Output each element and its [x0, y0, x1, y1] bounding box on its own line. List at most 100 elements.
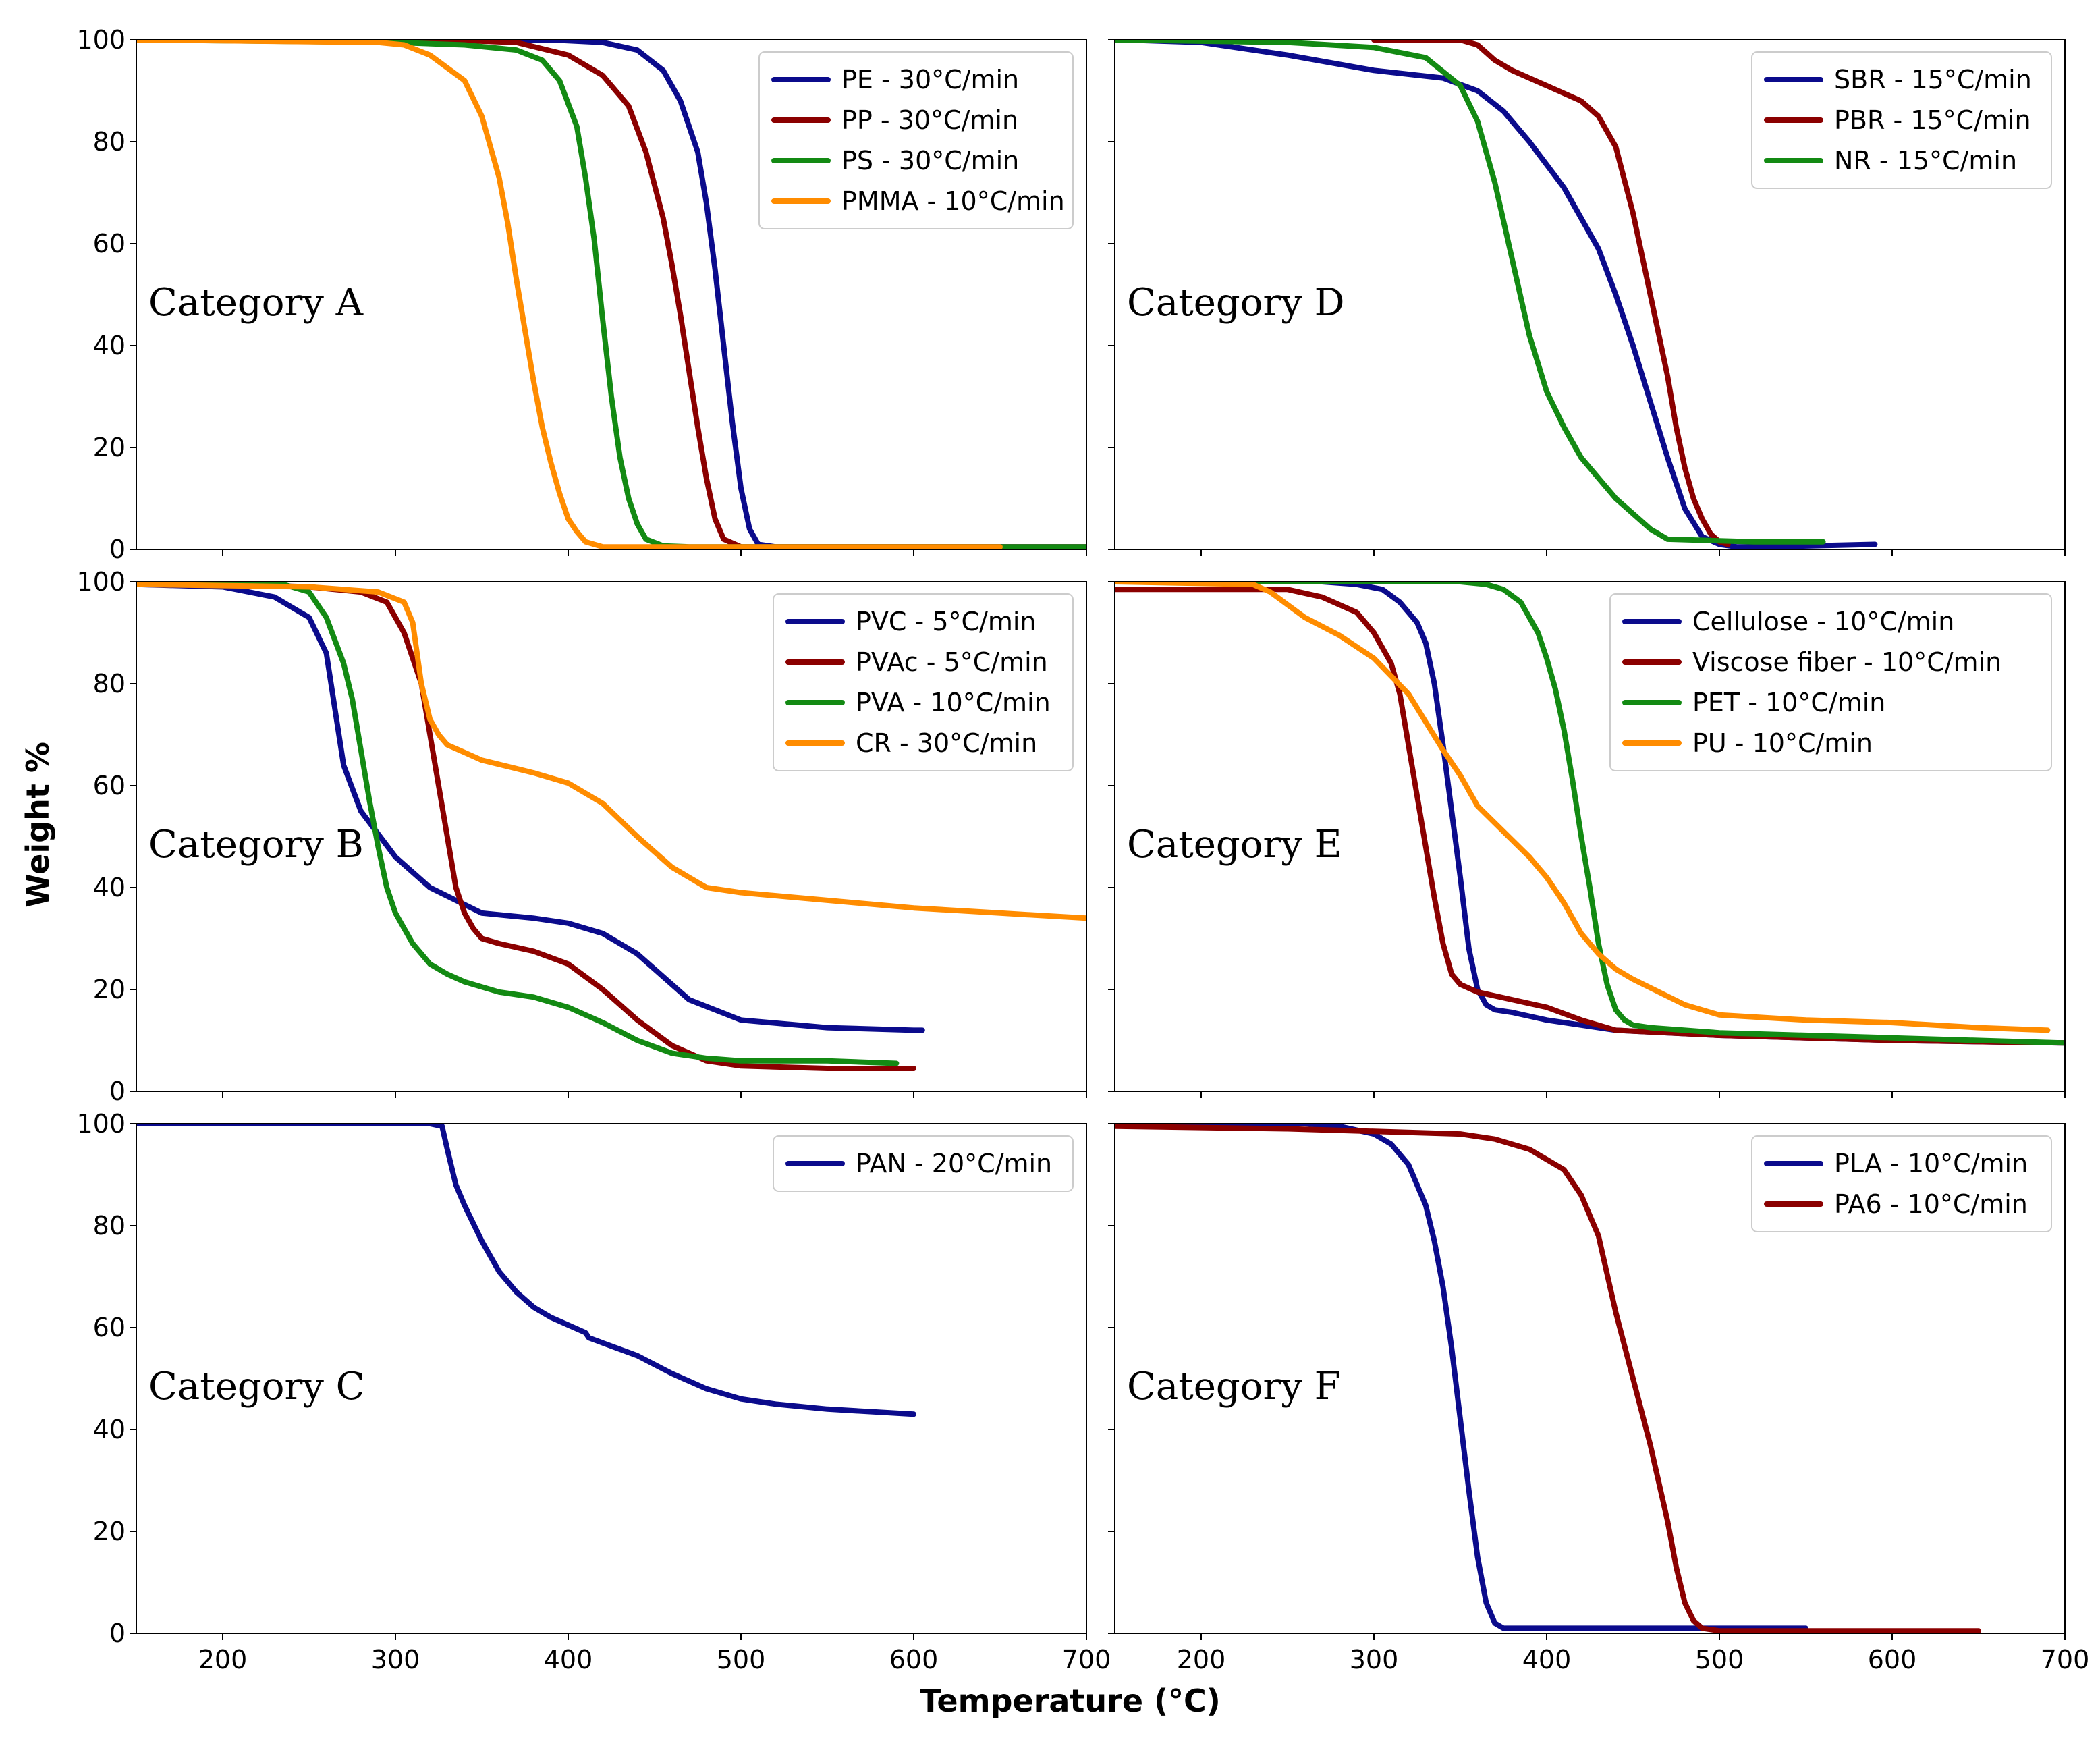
- series-group: [136, 582, 1086, 1071]
- y-tick-label: 60: [93, 1313, 126, 1342]
- x-tick-label: 200: [1177, 1645, 1226, 1675]
- x-tick-label: 700: [1062, 1645, 1111, 1675]
- legend-entry-pe: PE - 30°C/min: [841, 65, 1019, 94]
- y-tick-label: 60: [93, 229, 126, 258]
- series-group: [1115, 582, 2065, 1046]
- x-axis-label: Temperature (°C): [920, 1683, 1221, 1719]
- y-tick-label: 0: [109, 1618, 126, 1648]
- x-tick-label: 300: [1350, 1645, 1399, 1675]
- plot-frame: [1114, 1123, 2066, 1634]
- plot-frame: [136, 1123, 1087, 1634]
- series-line-pbr: [1371, 40, 1731, 547]
- series-group: [1115, 40, 1878, 549]
- category-label: Category C: [148, 1365, 365, 1409]
- plot-frame: [1114, 39, 2066, 550]
- x-tick-label: 400: [1522, 1645, 1572, 1675]
- legend-entry-nr: NR - 15°C/min: [1834, 146, 2017, 175]
- legend-entry-pmma: PMMA - 10°C/min: [841, 186, 1065, 216]
- panels-layer: 0 20 40 60 80 100 Category A PE - 30°C/min PP - …: [76, 25, 2089, 1675]
- x-tick-label: 300: [371, 1645, 420, 1675]
- plot-frame: [136, 581, 1087, 1092]
- y-tick-label: 60: [93, 771, 126, 800]
- panel-category-f: 200 300 400 500 600 700 Category F PLA - 10°C/m…: [1108, 1123, 2090, 1675]
- legend: PLA - 10°C/min PA6 - 10°C/min: [1751, 1135, 2052, 1232]
- series-group: [136, 1124, 916, 1417]
- category-label: Category D: [1127, 281, 1345, 325]
- series-line-pmma: [136, 40, 1003, 549]
- y-tick-label: 20: [93, 433, 126, 462]
- category-label: Category E: [1127, 823, 1342, 867]
- series-line-pva: [136, 582, 900, 1066]
- y-tick-label: 40: [93, 1415, 126, 1444]
- series-line-pp: [136, 40, 1086, 549]
- legend-entry-pvc: PVC - 5°C/min: [856, 607, 1036, 636]
- plot-frame: [136, 39, 1087, 550]
- y-tick-label: 100: [76, 567, 126, 597]
- y-tick-label: 20: [93, 975, 126, 1004]
- series-line-cr: [136, 582, 1086, 921]
- y-tick-label: 0: [109, 1077, 126, 1106]
- legend-entry-pva: PVA - 10°C/min: [856, 688, 1051, 717]
- legend-entry-sbr: SBR - 15°C/min: [1834, 65, 2032, 94]
- panel-category-a: 0 20 40 60 80 100 Category A PE - 30°C/min PP - …: [76, 25, 1087, 564]
- y-tick-label: 100: [76, 1109, 126, 1139]
- category-label: Category A: [148, 281, 364, 325]
- legend-box: [773, 593, 1074, 771]
- legend-entry-pu: PU - 10°C/min: [1692, 728, 1873, 758]
- panel-category-b: 0 20 40 60 80 100 Category B PVC - 5°C/min PVAc …: [76, 567, 1087, 1106]
- category-label: Category B: [148, 823, 364, 867]
- y-tick-label: 0: [109, 535, 126, 564]
- x-tick-label: 700: [2041, 1645, 2090, 1675]
- y-tick-label: 80: [93, 1211, 126, 1241]
- legend-entry-pp: PP - 30°C/min: [841, 105, 1018, 135]
- legend-box: [1751, 1135, 2052, 1232]
- series-line-pet: [1115, 582, 2065, 1046]
- legend-entry-cr: CR - 30°C/min: [856, 728, 1037, 758]
- legend-entry-pbr: PBR - 15°C/min: [1834, 105, 2031, 135]
- series-line-pan: [136, 1124, 916, 1417]
- legend-entry-ps: PS - 30°C/min: [841, 146, 1019, 175]
- y-tick-label: 80: [93, 669, 126, 699]
- y-tick-label: 40: [93, 331, 126, 360]
- legend-entry-pla: PLA - 10°C/min: [1834, 1149, 2028, 1178]
- legend-box: [1609, 593, 2052, 771]
- series-line-nr: [1115, 40, 1826, 545]
- legend: Cellulose - 10°C/min Viscose fiber - 10°C…: [1609, 593, 2052, 771]
- legend: PVC - 5°C/min PVAc - 5°C/min PVA - 10°C/mi…: [773, 593, 1074, 771]
- y-axis-label: Weight %: [20, 742, 56, 908]
- legend: PAN - 20°C/min: [773, 1135, 1074, 1192]
- x-tick-label: 500: [717, 1645, 766, 1675]
- x-tick-label: 400: [544, 1645, 593, 1675]
- x-tick-label: 600: [1868, 1645, 1917, 1675]
- x-tick-label: 500: [1695, 1645, 1744, 1675]
- series-line-viscose-fiber: [1115, 587, 2065, 1046]
- x-tick-label: 600: [889, 1645, 939, 1675]
- series-group: [136, 40, 1086, 549]
- legend-entry-pvac: PVAc - 5°C/min: [856, 647, 1048, 677]
- panel-category-c: 0 20 40 60 80 100 200 300 400 500 600 700 Category C…: [76, 1109, 1111, 1675]
- legend-box: [1751, 51, 2052, 189]
- legend-box: [773, 1135, 1074, 1192]
- legend-entry-pet: PET - 10°C/min: [1692, 688, 1885, 717]
- legend: PE - 30°C/min PP - 30°C/min PS - 30°C/min P…: [758, 51, 1074, 229]
- category-label: Category F: [1127, 1365, 1341, 1409]
- panel-category-d: Category D SBR - 15°C/min PBR - 15°C/min NR…: [1108, 39, 2066, 556]
- y-tick-label: 40: [93, 873, 126, 902]
- series-line-pvc: [136, 582, 925, 1033]
- legend-entry-pan: PAN - 20°C/min: [856, 1149, 1052, 1178]
- legend: SBR - 15°C/min PBR - 15°C/min NR - 15°C/mi…: [1751, 51, 2052, 189]
- legend-entry-viscose-fiber: Viscose fiber - 10°C/min: [1692, 647, 2001, 677]
- legend-box: [758, 51, 1074, 229]
- x-tick-label: 200: [198, 1645, 248, 1675]
- y-tick-label: 20: [93, 1517, 126, 1546]
- series-line-pvac: [136, 582, 916, 1071]
- y-tick-label: 100: [76, 25, 126, 55]
- legend-entry-pa6: PA6 - 10°C/min: [1834, 1189, 2028, 1219]
- series-line-pu: [1115, 582, 2051, 1033]
- series-group: [1115, 1124, 1981, 1633]
- legend-entry-cellulose: Cellulose - 10°C/min: [1692, 607, 1954, 636]
- panel-category-e: Category E Cellulose - 10°C/min Viscose fi…: [1108, 581, 2066, 1098]
- plot-frame: [1114, 581, 2066, 1092]
- series-line-pa6: [1115, 1124, 1981, 1633]
